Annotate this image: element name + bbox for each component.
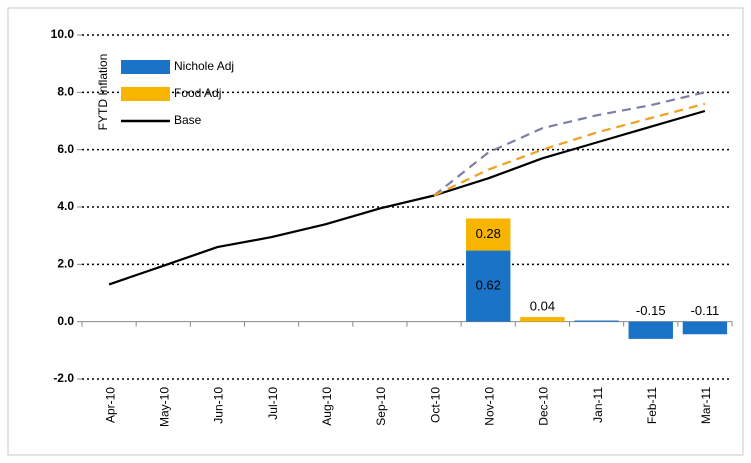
- data-label: -0.11: [691, 303, 720, 318]
- legend-label: Food Adj: [174, 86, 221, 100]
- y-tick-label: 0.0: [57, 314, 74, 328]
- legend-label: Nichole Adj: [174, 59, 234, 73]
- x-tick-label: Jan-11: [591, 387, 605, 423]
- x-tick-label: Jun-10: [212, 387, 226, 424]
- x-tick-label: May-10: [157, 387, 171, 427]
- x-tick-label: Dec-10: [537, 387, 551, 426]
- legend-label: Base: [174, 113, 202, 127]
- y-tick-label: 2.0: [57, 257, 74, 271]
- x-tick-label: Nov-10: [482, 387, 496, 426]
- data-label: 0.04: [530, 299, 555, 314]
- x-tick-label: Mar-11: [699, 387, 713, 424]
- y-axis-title: FYTD Inflation: [96, 54, 110, 131]
- bar: [682, 321, 728, 335]
- bar: [466, 250, 511, 322]
- line: [108, 109, 706, 286]
- x-tick-label: Jul-10: [266, 387, 280, 420]
- bar: [574, 320, 619, 322]
- legend-swatch: [121, 87, 170, 101]
- data-label: 0.28: [476, 226, 501, 241]
- x-tick-label: Sep-10: [374, 387, 388, 426]
- x-tick-label: Aug-10: [320, 387, 334, 426]
- data-label: -0.15: [636, 303, 666, 318]
- bar: [520, 317, 565, 322]
- y-tick-label: 10.0: [51, 27, 75, 41]
- x-tick-label: Feb-11: [645, 387, 659, 424]
- y-tick-label: 4.0: [57, 199, 74, 213]
- bar: [466, 218, 511, 251]
- y-tick-label: -2.0: [53, 371, 74, 385]
- x-tick-label: Oct-10: [428, 387, 442, 423]
- chart-border: [7, 7, 744, 456]
- bar: [628, 321, 673, 339]
- dashed-line: [433, 91, 706, 197]
- dashed-line: [433, 102, 706, 197]
- y-tick-label: 6.0: [57, 142, 74, 156]
- data-label: 0.62: [476, 278, 501, 293]
- x-tick-label: Apr-10: [103, 387, 117, 423]
- y-tick-label: 8.0: [57, 85, 74, 99]
- legend-swatch: [121, 60, 170, 74]
